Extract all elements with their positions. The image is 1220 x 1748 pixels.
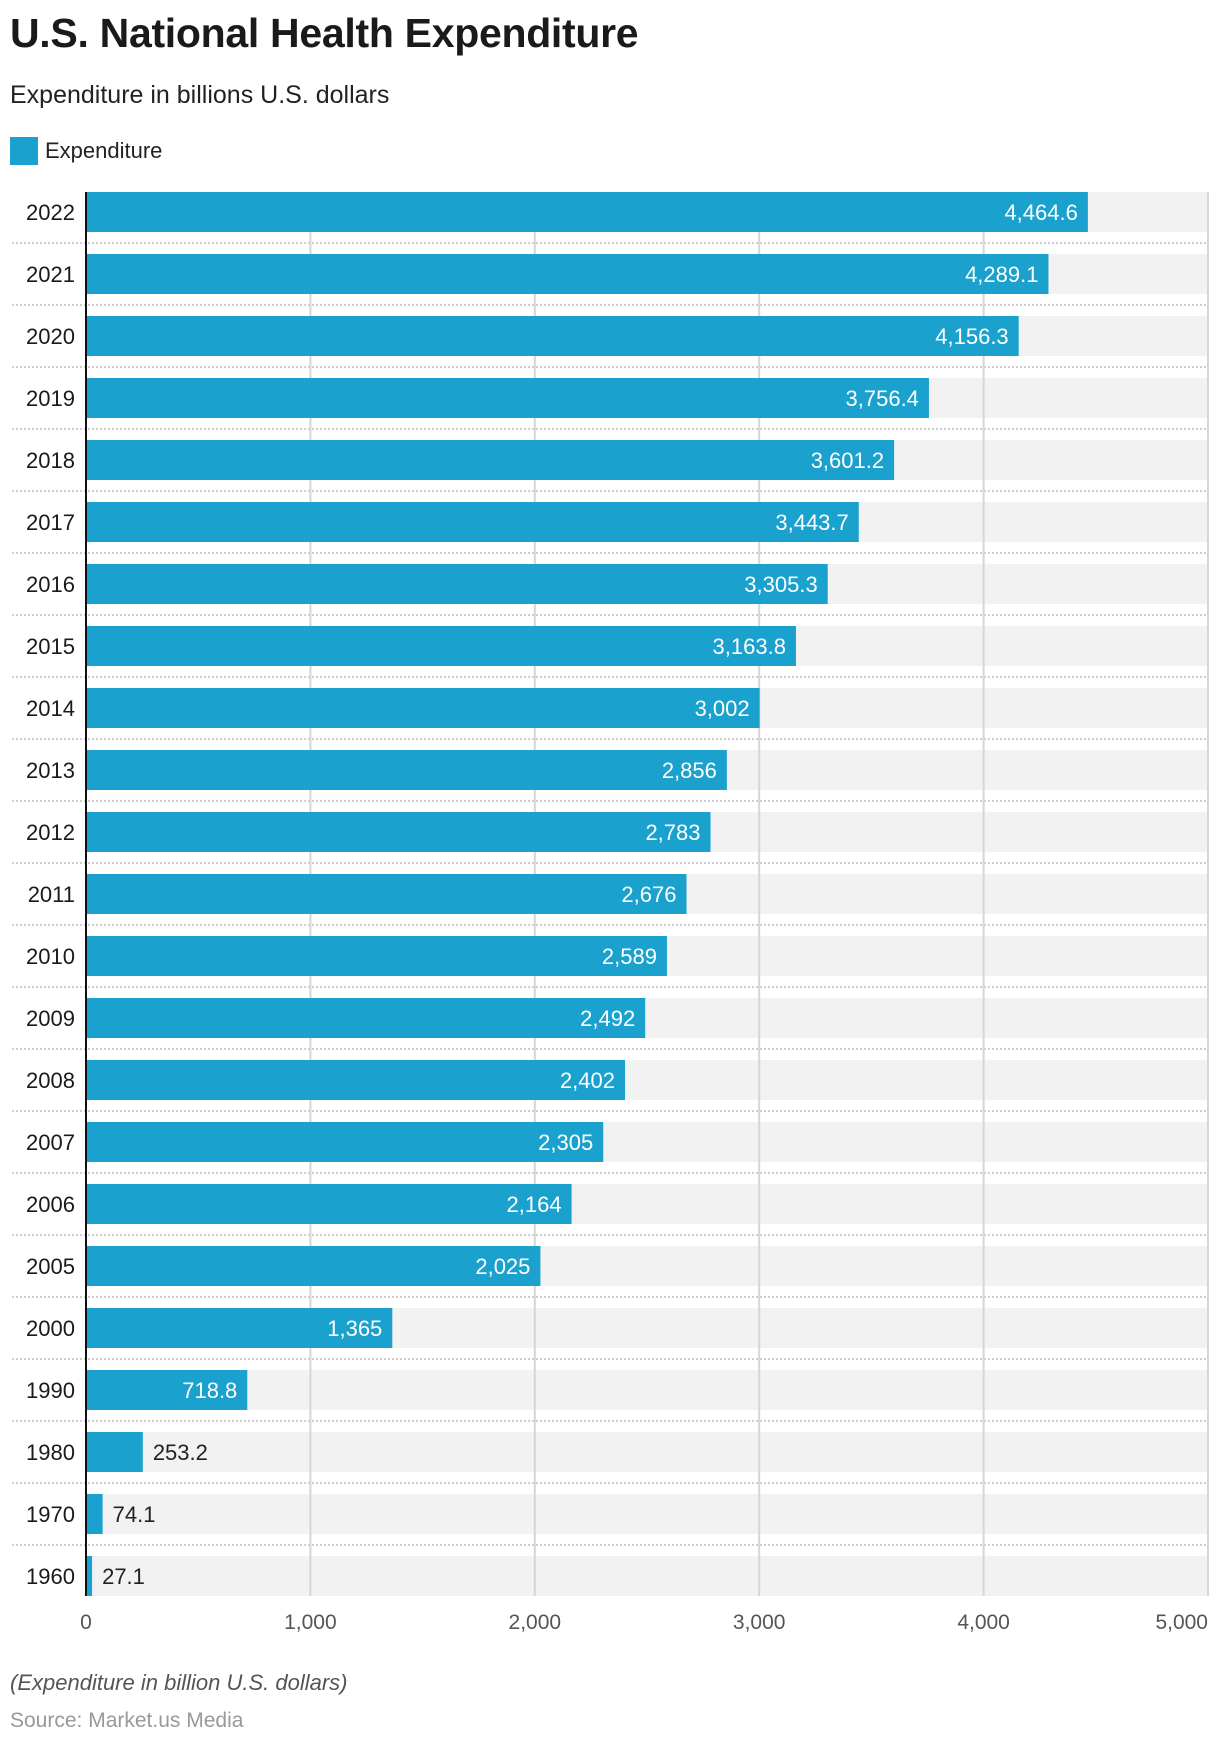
bar-2009 (86, 998, 646, 1038)
data-label: 3,601.2 (811, 448, 884, 473)
bar-2010 (86, 936, 667, 976)
x-tick-label: 5,000 (1155, 1611, 1208, 1634)
bar-2013 (86, 750, 727, 790)
y-tick-label: 2021 (26, 262, 75, 287)
y-tick-label: 2018 (26, 448, 75, 473)
data-label: 4,464.6 (1004, 200, 1077, 225)
data-label: 718.8 (182, 1378, 237, 1403)
data-label: 27.1 (102, 1564, 145, 1589)
bar-2005 (86, 1246, 541, 1286)
y-tick-label: 2008 (26, 1068, 75, 1093)
data-label: 2,164 (507, 1192, 562, 1217)
y-tick-label: 2005 (26, 1254, 75, 1279)
data-label: 1,365 (327, 1316, 382, 1341)
bar-2015 (86, 626, 796, 666)
bar-2014 (86, 688, 760, 728)
bar-2000 (86, 1308, 393, 1348)
x-tick-label: 0 (80, 1611, 92, 1634)
data-label: 4,289.1 (965, 262, 1038, 287)
bar-2019 (86, 378, 929, 418)
row-band (86, 1494, 1208, 1534)
data-label: 3,756.4 (846, 386, 919, 411)
data-label: 3,443.7 (775, 510, 848, 535)
y-tick-label: 2006 (26, 1192, 75, 1217)
legend-swatch (10, 137, 38, 165)
y-tick-label: 2022 (26, 200, 75, 225)
y-tick-label: 2019 (26, 386, 75, 411)
data-label: 2,402 (560, 1068, 615, 1093)
footnote: (Expenditure in billion U.S. dollars) (10, 1670, 348, 1695)
y-tick-label: 2016 (26, 572, 75, 597)
y-tick-label: 2020 (26, 324, 75, 349)
data-label: 4,156.3 (935, 324, 1008, 349)
y-tick-label: 1970 (26, 1502, 75, 1527)
y-tick-label: 2014 (26, 696, 75, 721)
y-tick-label: 2010 (26, 944, 75, 969)
bar-2018 (86, 440, 895, 480)
bar-2012 (86, 812, 711, 852)
x-tick-label: 2,000 (509, 1611, 562, 1634)
bar-2022 (86, 192, 1088, 232)
bar-1970 (86, 1494, 103, 1534)
chart-subtitle: Expenditure in billions U.S. dollars (10, 81, 390, 109)
y-tick-label: 2009 (26, 1006, 75, 1031)
bar-1980 (86, 1432, 143, 1472)
legend-label: Expenditure (45, 138, 163, 163)
bar-2021 (86, 254, 1049, 294)
bar-2011 (86, 874, 687, 914)
x-tick-label: 4,000 (957, 1611, 1010, 1634)
y-tick-label: 2000 (26, 1316, 75, 1341)
data-label: 2,025 (475, 1254, 530, 1279)
bar-2017 (86, 502, 859, 542)
bar-1960 (86, 1556, 93, 1596)
y-tick-label: 2017 (26, 510, 75, 535)
y-tick-label: 2012 (26, 820, 75, 845)
data-label: 2,676 (621, 882, 676, 907)
y-tick-label: 1960 (26, 1564, 75, 1589)
y-tick-label: 1990 (26, 1378, 75, 1403)
data-label: 2,492 (580, 1006, 635, 1031)
y-tick-label: 2013 (26, 758, 75, 783)
chart-title: U.S. National Health Expenditure (10, 10, 639, 56)
bar-2020 (86, 316, 1019, 356)
bar-2006 (86, 1184, 572, 1224)
bar-1990 (86, 1370, 248, 1410)
data-label: 2,783 (645, 820, 700, 845)
source-note: Source: Market.us Media (10, 1709, 244, 1732)
y-tick-label: 2015 (26, 634, 75, 659)
data-label: 3,163.8 (713, 634, 786, 659)
row-band (86, 1370, 1208, 1410)
data-label: 2,305 (538, 1130, 593, 1155)
bar-2008 (86, 1060, 626, 1100)
legend: Expenditure (10, 137, 162, 165)
data-label: 2,589 (602, 944, 657, 969)
data-label: 2,856 (662, 758, 717, 783)
y-tick-label: 2011 (28, 882, 75, 907)
row-band (86, 1432, 1208, 1472)
x-tick-label: 3,000 (733, 1611, 786, 1634)
y-tick-label: 2007 (26, 1130, 75, 1155)
data-label: 3,002 (695, 696, 750, 721)
bar-2016 (86, 564, 828, 604)
bar-2007 (86, 1122, 604, 1162)
data-label: 3,305.3 (744, 572, 817, 597)
bar-chart: 2022 4,464.6 2021 4,289.1 2020 4,156.3 2019 3,7… (12, 192, 1209, 1634)
x-tick-label: 1,000 (284, 1611, 337, 1634)
data-label: 74.1 (113, 1502, 156, 1527)
data-label: 253.2 (153, 1440, 208, 1465)
y-tick-label: 1980 (26, 1440, 75, 1465)
row-band (86, 1556, 1208, 1596)
